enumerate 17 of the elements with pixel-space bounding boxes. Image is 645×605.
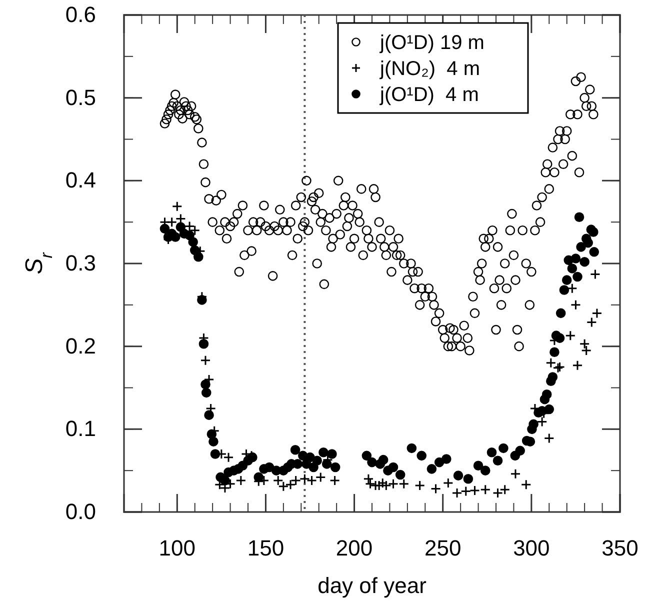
x-tick-label: 300 <box>513 536 550 561</box>
legend-label: j(NO₂) 4 m <box>379 58 480 80</box>
x-tick-label: 200 <box>336 536 373 561</box>
legend-label: j(O¹D) 19 m <box>379 32 484 54</box>
y-tick-label: 0.5 <box>65 84 96 110</box>
x-tick-label: 250 <box>424 536 462 561</box>
legend-label: j(O¹D) 4 m <box>379 84 479 106</box>
y-tick-label: 0.3 <box>65 250 96 276</box>
x-tick-label: 150 <box>247 536 284 561</box>
y-tick-label: 0.6 <box>65 2 96 28</box>
x-axis-title: day of year <box>318 573 426 598</box>
x-tick-label: 100 <box>158 536 196 561</box>
y-tick-label: 0.1 <box>65 416 96 442</box>
y-tick-label: 0.4 <box>65 168 96 193</box>
y-tick-label: 0.0 <box>65 499 96 524</box>
y-tick-label: 0.2 <box>65 333 96 358</box>
x-tick-label: 350 <box>602 536 638 561</box>
